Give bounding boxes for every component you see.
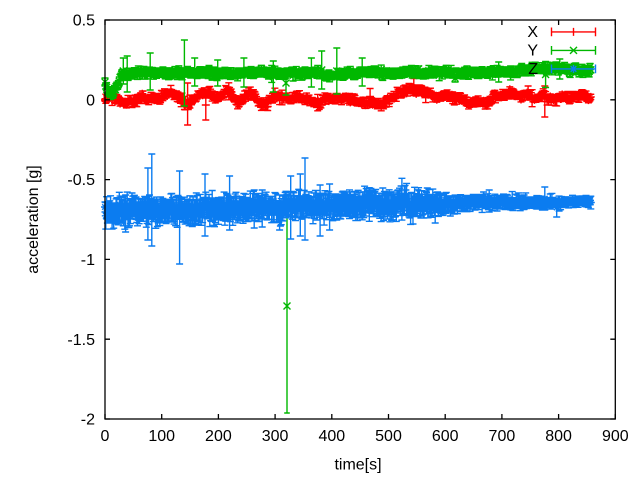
svg-text:200: 200 bbox=[205, 428, 232, 445]
svg-text:Y: Y bbox=[527, 43, 538, 60]
svg-text:Z: Z bbox=[528, 61, 538, 78]
svg-text:0.5: 0.5 bbox=[73, 13, 95, 30]
svg-text:0: 0 bbox=[86, 92, 95, 109]
svg-text:500: 500 bbox=[375, 428, 402, 445]
svg-text:400: 400 bbox=[318, 428, 345, 445]
svg-text:700: 700 bbox=[489, 428, 516, 445]
svg-text:X: X bbox=[527, 24, 538, 41]
svg-text:100: 100 bbox=[148, 428, 175, 445]
svg-text:800: 800 bbox=[545, 428, 572, 445]
svg-text:-1: -1 bbox=[81, 252, 95, 269]
svg-text:time[s]: time[s] bbox=[334, 457, 381, 474]
svg-text:-2: -2 bbox=[81, 412, 95, 429]
svg-text:0: 0 bbox=[101, 428, 110, 445]
svg-text:-0.5: -0.5 bbox=[67, 172, 95, 189]
svg-text:300: 300 bbox=[262, 428, 289, 445]
svg-text:-1.5: -1.5 bbox=[67, 332, 95, 349]
svg-text:600: 600 bbox=[432, 428, 459, 445]
svg-text:acceleration [g]: acceleration [g] bbox=[25, 165, 42, 274]
svg-text:900: 900 bbox=[602, 428, 629, 445]
